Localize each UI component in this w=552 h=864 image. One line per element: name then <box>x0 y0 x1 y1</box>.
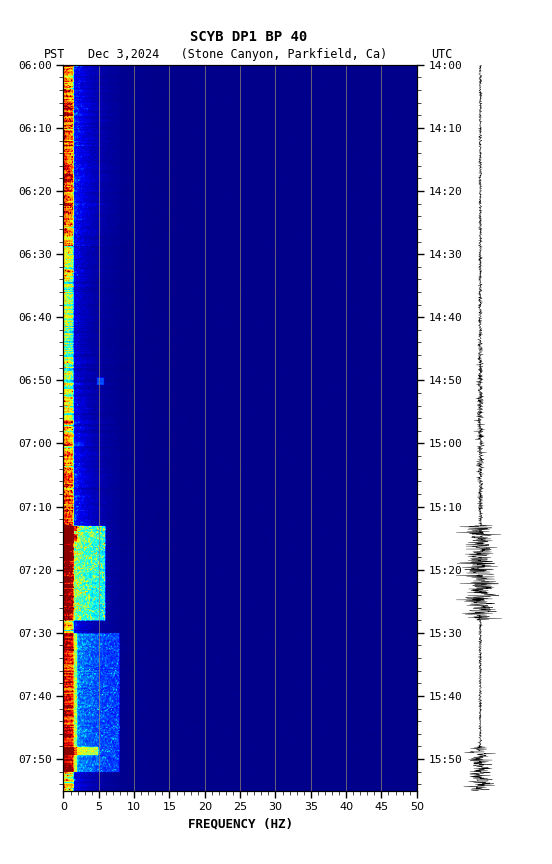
Text: Dec 3,2024   (Stone Canyon, Parkfield, Ca): Dec 3,2024 (Stone Canyon, Parkfield, Ca) <box>88 48 387 60</box>
Text: SCYB DP1 BP 40: SCYB DP1 BP 40 <box>190 30 307 44</box>
Text: UTC: UTC <box>431 48 452 60</box>
Text: PST: PST <box>44 48 66 60</box>
X-axis label: FREQUENCY (HZ): FREQUENCY (HZ) <box>188 818 293 831</box>
